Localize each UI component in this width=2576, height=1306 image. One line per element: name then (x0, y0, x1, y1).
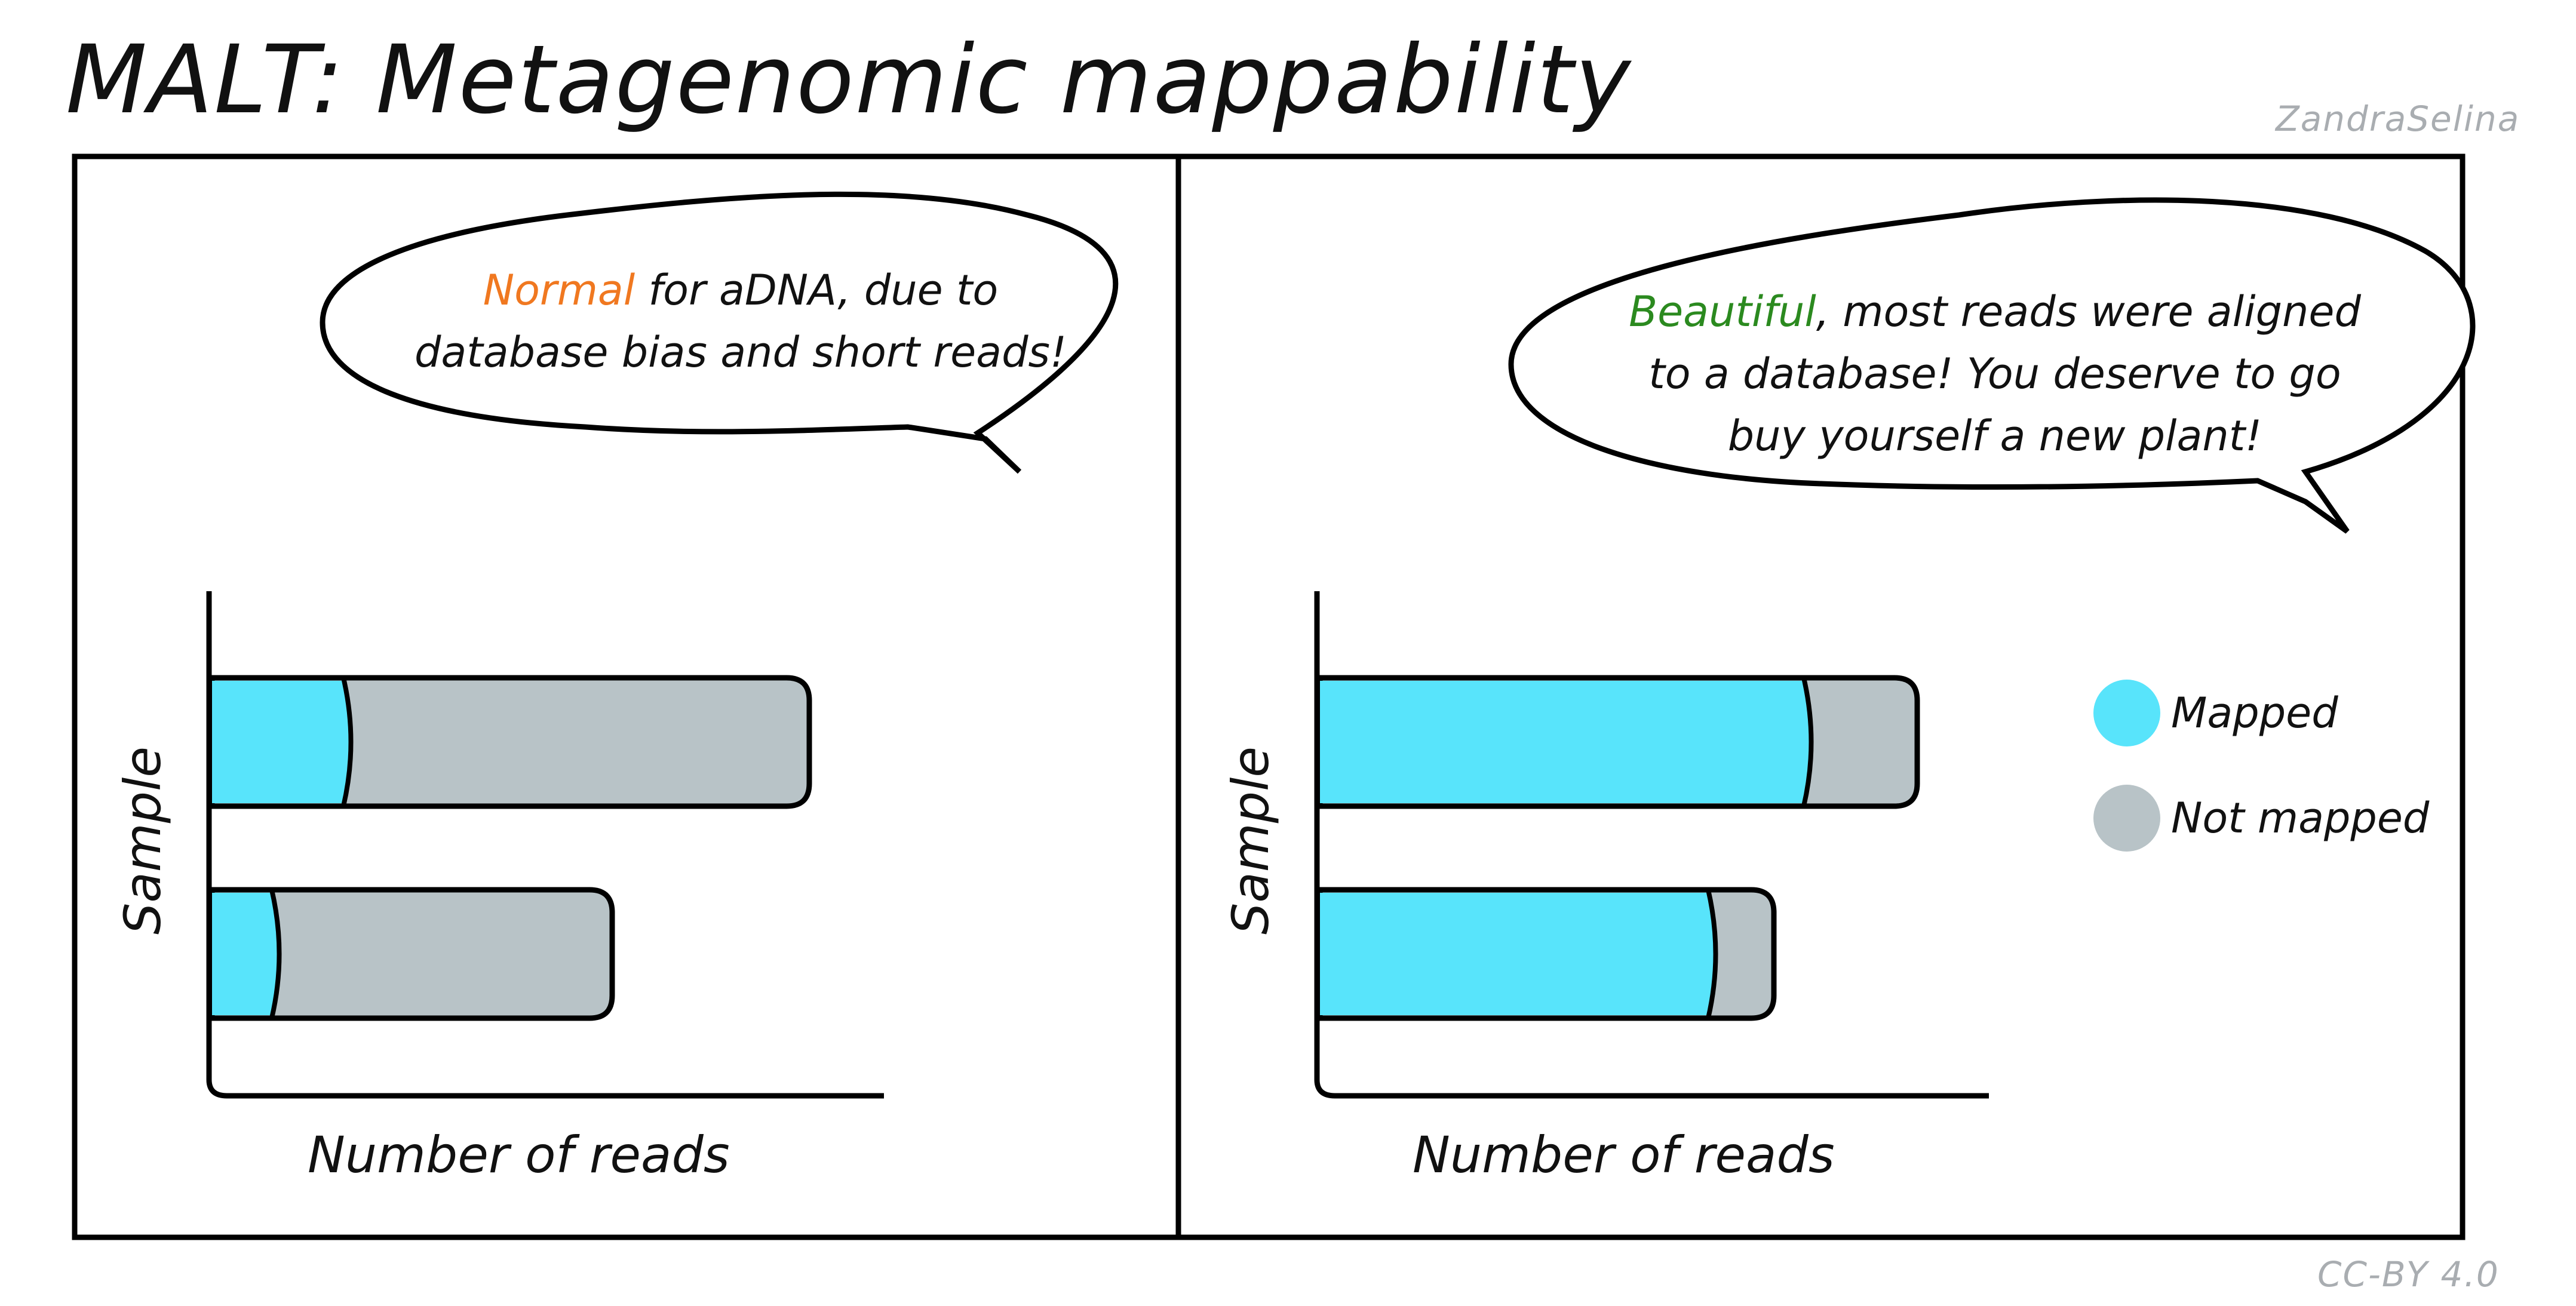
highlight-word: Beautiful (1629, 287, 1816, 336)
bubble-line-1: Normal for aDNA, due to (394, 259, 1087, 321)
legend-item-not-mapped: Not mapped (2093, 785, 2429, 852)
author-credit: ZandraSelina (2276, 99, 2520, 139)
comic-frame (72, 153, 2466, 1240)
bar-segment-divider (341, 677, 354, 807)
page-title: MALT: Metagenomic mappability (66, 25, 1632, 135)
x-axis-label-left: Number of reads (308, 1126, 730, 1184)
bar-segment-divider (1706, 889, 1718, 1019)
x-axis-label-right: Number of reads (1413, 1126, 1835, 1184)
bubble-text-right: Beautiful, most reads were aligned to a … (1577, 281, 2413, 467)
license-label: CC-BY 4.0 (2317, 1254, 2500, 1295)
bar-segment-divider (1801, 677, 1814, 807)
bubble-line-1-rest: for aDNA, due to (635, 266, 999, 315)
y-axis-label-left: Sample (113, 746, 172, 935)
legend-label-mapped: Mapped (2171, 689, 2338, 737)
bubble-line-3: buy yourself a new plant! (1727, 411, 2262, 460)
bubble-line-2: database bias and short reads! (414, 328, 1067, 377)
bar-mapped (1320, 681, 1812, 803)
highlight-word: Normal (483, 266, 635, 315)
legend-item-mapped: Mapped (2093, 680, 2338, 746)
legend-swatch-not-mapped (2093, 785, 2160, 852)
bar-mapped (212, 681, 351, 803)
bubble-line-1-rest: , most reads were aligned (1816, 287, 2361, 336)
speech-bubble-right (1508, 197, 2476, 534)
bubble-line-1: Beautiful, most reads were aligned (1577, 281, 2413, 343)
legend-label-not-mapped: Not mapped (2171, 794, 2430, 843)
axis-lines-left (206, 591, 884, 1099)
bar-not-mapped (209, 887, 615, 1021)
axis-lines-right (1314, 591, 1989, 1099)
y-axis-label-right: Sample (1221, 746, 1280, 935)
speech-bubble-left (320, 191, 1119, 474)
chart-right (1314, 591, 1989, 1099)
bar-not-mapped (209, 675, 812, 809)
legend-swatch-mapped (2093, 680, 2160, 746)
chart-left (206, 591, 884, 1099)
bar-segment-divider (269, 889, 282, 1019)
bar-mapped (212, 893, 280, 1015)
bar-mapped (1320, 893, 1716, 1015)
bubble-line-2: to a database! You deserve to go (1648, 349, 2341, 398)
bubble-text-left: Normal for aDNA, due to database bias an… (394, 259, 1087, 383)
